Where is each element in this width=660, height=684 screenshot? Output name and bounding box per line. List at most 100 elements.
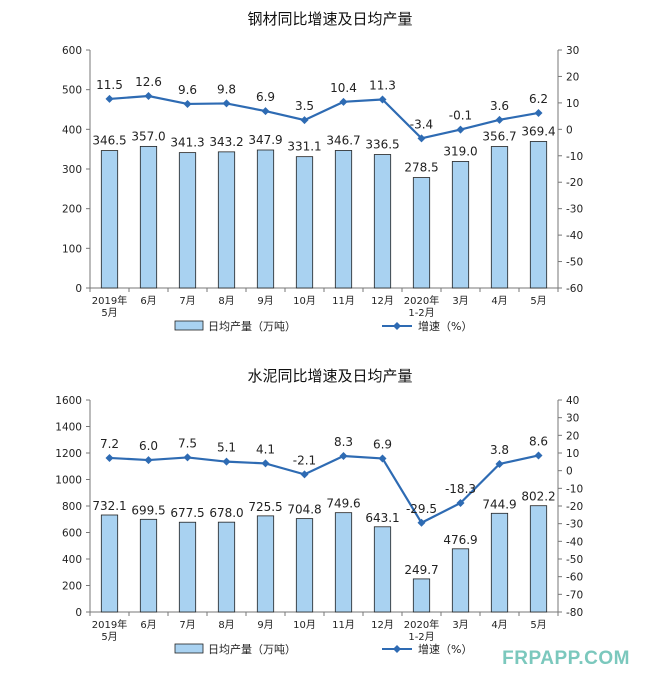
bar-data-label: 249.7: [404, 563, 438, 577]
x-tick-label: 6月: [140, 295, 156, 307]
line-marker: [417, 518, 426, 527]
bar-data-label: 331.1: [287, 140, 321, 154]
right-tick-label: 20: [566, 430, 579, 442]
line-marker: [261, 107, 270, 116]
bar-data-label: 725.5: [248, 500, 282, 514]
bar-data-label: 336.5: [365, 138, 399, 152]
left-tick-label: 1200: [55, 448, 82, 460]
line-data-label: -0.1: [449, 109, 472, 123]
bar: [334, 512, 353, 613]
x-tick-label: 2020年 1-2月: [404, 618, 439, 643]
bar: [373, 526, 392, 613]
bar: [139, 518, 158, 613]
line-data-label: 9.8: [217, 82, 236, 96]
line-data-label: 11.3: [369, 78, 396, 92]
left-tick-label: 500: [62, 85, 82, 97]
line-data-label: 8.3: [334, 435, 353, 449]
line-data-label: 4.1: [256, 442, 275, 456]
watermark: FRPAPP.COM: [502, 648, 630, 669]
x-tick-label: 4月: [491, 295, 507, 307]
left-tick-label: 0: [75, 607, 82, 619]
line-marker: [378, 454, 387, 463]
legend-line-marker: [393, 322, 401, 330]
legend-line-label: 增速（%）: [418, 642, 472, 656]
line-marker: [261, 459, 270, 468]
line-data-label: 6.9: [256, 90, 275, 104]
left-tick-label: 100: [62, 243, 82, 255]
x-tick-label: 2019年 5月: [92, 294, 127, 319]
line-marker: [183, 99, 192, 108]
bar: [334, 150, 353, 289]
left-tick-label: 400: [62, 554, 82, 566]
bar: [178, 152, 197, 289]
line-marker: [456, 498, 465, 507]
bar-data-label: 677.5: [170, 506, 204, 520]
x-tick-label: 3月: [452, 619, 468, 631]
right-tick-label: -40: [566, 536, 583, 548]
right-tick-label: 0: [566, 466, 573, 478]
line-marker: [378, 95, 387, 104]
bar-data-label: 704.8: [287, 503, 321, 517]
x-tick-label: 3月: [452, 295, 468, 307]
bar-data-label: 369.4: [521, 124, 555, 138]
line-marker: [222, 457, 231, 466]
line-marker: [105, 453, 114, 462]
bar: [490, 146, 509, 289]
line-data-label: 7.5: [178, 436, 197, 450]
right-tick-label: -80: [566, 607, 583, 619]
growth-line: [109, 94, 539, 140]
bar: [217, 521, 236, 613]
x-tick-label: 7月: [179, 295, 195, 307]
bar: [529, 505, 548, 613]
x-tick-label: 5月: [530, 619, 546, 631]
right-tick-label: 10: [566, 448, 579, 460]
bar: [100, 150, 119, 289]
bar-data-label: 343.2: [209, 135, 243, 149]
x-tick-label: 7月: [179, 619, 195, 631]
bar: [139, 145, 158, 289]
cement-chart: 水泥同比增速及日均产量02004006008001000120014001600…: [55, 367, 583, 656]
bar-data-label: 278.5: [404, 161, 438, 175]
right-tick-label: 30: [566, 45, 579, 57]
bar-data-label: 347.9: [248, 133, 282, 147]
right-tick-label: 10: [566, 98, 579, 110]
line-data-label: 6.2: [529, 92, 548, 106]
left-tick-label: 1400: [55, 422, 82, 434]
line-marker: [300, 470, 309, 479]
bar-data-label: 749.6: [326, 497, 360, 511]
bar: [100, 514, 119, 613]
x-tick-label: 12月: [371, 295, 394, 307]
line-marker: [417, 134, 426, 143]
right-tick-label: -40: [566, 230, 583, 242]
line-marker: [144, 92, 153, 101]
line-data-label: 9.6: [178, 83, 197, 97]
line-marker: [339, 97, 348, 106]
bar: [217, 151, 236, 289]
left-tick-label: 1000: [55, 475, 82, 487]
left-tick-label: 800: [62, 501, 82, 513]
left-tick-label: 200: [62, 581, 82, 593]
line-data-label: -29.5: [406, 502, 437, 516]
line-marker: [222, 99, 231, 108]
right-tick-label: -30: [566, 204, 583, 216]
x-tick-label: 9月: [257, 295, 273, 307]
bar: [295, 518, 314, 613]
bar-data-label: 346.7: [326, 133, 360, 147]
bar-data-label: 802.2: [521, 490, 555, 504]
chart-title: 水泥同比增速及日均产量: [247, 367, 412, 385]
x-tick-label: 11月: [332, 619, 355, 631]
line-marker: [534, 108, 543, 117]
right-tick-label: 30: [566, 413, 579, 425]
x-tick-label: 5月: [530, 295, 546, 307]
line-marker: [456, 125, 465, 134]
x-tick-label: 8月: [218, 295, 234, 307]
line-marker: [339, 452, 348, 461]
right-tick-label: -10: [566, 483, 583, 495]
right-tick-label: 40: [566, 395, 579, 407]
bar-data-label: 643.1: [365, 511, 399, 525]
right-tick-label: -60: [566, 572, 583, 584]
bar-data-label: 732.1: [92, 499, 126, 513]
line-marker: [183, 453, 192, 462]
line-data-label: -2.1: [293, 453, 316, 467]
